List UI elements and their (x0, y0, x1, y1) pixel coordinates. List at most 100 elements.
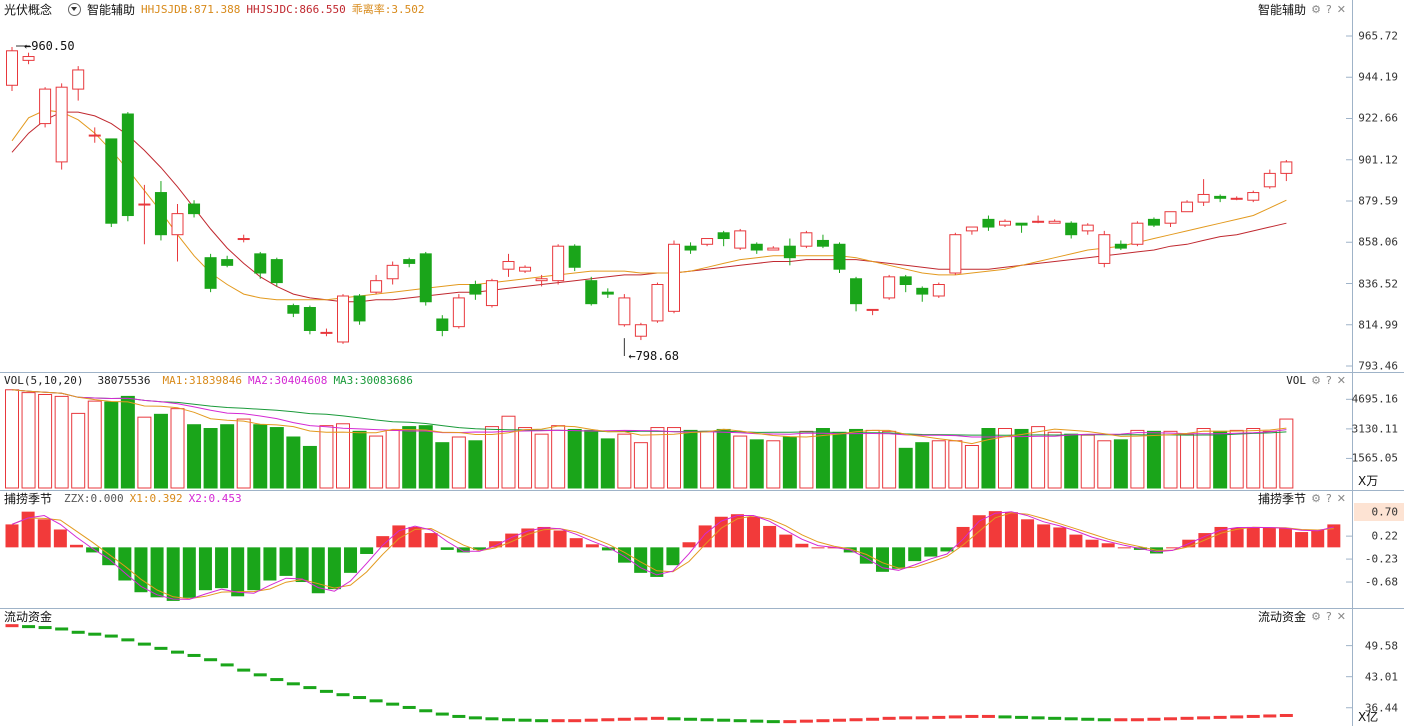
candle-body (999, 220, 1011, 226)
candle-body (502, 261, 515, 270)
catch-bar (747, 516, 761, 548)
flow-plot-area[interactable] (0, 608, 1353, 726)
price-tick-label: 922.66 (1358, 111, 1398, 125)
assist-label-right[interactable]: 智能辅助 (1258, 2, 1307, 17)
vol-ma3: MA3:30083686 (333, 373, 413, 387)
volume-bar (1014, 428, 1029, 489)
price-header-right: 智能辅助 ⚙ ? ✕ (1258, 1, 1346, 17)
catch-bar (892, 547, 906, 569)
volume-bar (286, 436, 301, 489)
volume-plot-area[interactable] (0, 372, 1353, 490)
candle-body (568, 245, 581, 268)
help-icon[interactable]: ? (1325, 373, 1332, 387)
candle (320, 328, 333, 337)
help-icon[interactable]: ? (1325, 2, 1332, 16)
candle-body (6, 50, 18, 86)
volume-bar (964, 445, 979, 489)
flow-dash (71, 630, 85, 634)
flow-dash (948, 715, 962, 719)
candle (188, 200, 201, 218)
price-plot-area[interactable]: ←960.50 ←798.68 (0, 0, 1353, 372)
candle (1147, 217, 1160, 228)
volume-bar (981, 428, 996, 489)
candle-body (965, 226, 978, 232)
catch-bar (1262, 527, 1276, 548)
assist-label[interactable]: 智能辅助 (87, 2, 136, 17)
gear-icon[interactable]: ⚙ (1311, 2, 1321, 16)
flow-dash (849, 718, 863, 722)
catch-bar (215, 547, 229, 589)
help-icon[interactable]: ? (1325, 491, 1332, 505)
catch-bar (1327, 524, 1341, 548)
catch-x1-line (11, 512, 1334, 600)
catch-axis: 0.22 -0.23 -0.68 0.70 (1352, 490, 1404, 608)
flow-header: 流动资金 (4, 608, 52, 624)
candle-body (485, 280, 498, 307)
volume-bar (120, 395, 135, 489)
catch-plot-area[interactable] (0, 490, 1353, 608)
catch-bar (1101, 543, 1115, 548)
gear-icon[interactable]: ⚙ (1311, 373, 1321, 387)
flow-dash (932, 715, 946, 719)
flow-dash (286, 682, 300, 686)
catch-tick-label: 0.22 (1371, 529, 1399, 543)
catch-bar (763, 525, 777, 548)
candle (783, 238, 796, 266)
volume-bar (1262, 430, 1277, 489)
candle (618, 294, 631, 327)
candle (88, 127, 101, 143)
catch-bar (53, 529, 67, 548)
candle-body (1214, 195, 1227, 199)
flow-dash (1164, 717, 1177, 721)
catch-bar (601, 547, 615, 551)
catch-bar (956, 526, 970, 548)
close-icon[interactable]: ✕ (1336, 491, 1346, 505)
catch-bar (344, 547, 358, 573)
volume-bar (319, 425, 334, 489)
volume-bar (799, 430, 814, 489)
ratio-value: 乖离率:3.502 (351, 3, 425, 16)
candle-body (601, 291, 614, 295)
candle (1181, 200, 1194, 213)
candle-body (154, 192, 167, 236)
catch-bar (1311, 529, 1325, 548)
catch-header: 捕捞季节 ZZX:0.000 X1:0.392 X2:0.453 (4, 490, 242, 506)
candle-body (668, 243, 680, 312)
vol-ma2: MA2:30404608 (247, 373, 328, 387)
catch-label-right[interactable]: 捕捞季节 (1258, 491, 1307, 506)
candle-body (701, 238, 714, 245)
close-icon[interactable]: ✕ (1336, 2, 1346, 16)
candle (370, 274, 383, 295)
candle-body (651, 284, 664, 322)
catch-bar (1037, 524, 1051, 548)
flow-dash (551, 719, 565, 723)
flow-dash (915, 716, 929, 720)
flow-dash (568, 719, 582, 723)
assist-dropdown-icon[interactable] (68, 2, 82, 16)
flow-label-right[interactable]: 流动资金 (1258, 609, 1307, 624)
volume-bar (1113, 439, 1128, 489)
flow-dash (733, 719, 747, 723)
flow-dash (584, 718, 598, 722)
volume-bar (518, 427, 533, 489)
volume-bar (302, 445, 317, 489)
candle-body (287, 305, 300, 314)
candle (916, 286, 929, 302)
flow-unit: X亿 (1358, 710, 1379, 724)
flow-dash (667, 717, 681, 721)
candle-body (734, 230, 747, 249)
vol-label-right[interactable]: VOL (1286, 373, 1307, 387)
candle-body (1032, 220, 1045, 223)
candle (171, 204, 184, 262)
close-icon[interactable]: ✕ (1336, 609, 1346, 623)
volume-bar (71, 412, 86, 489)
candle-body (105, 138, 118, 224)
flow-dash (1114, 718, 1128, 722)
help-icon[interactable]: ? (1325, 609, 1332, 623)
flow-dash (336, 693, 350, 697)
candle-body (254, 253, 267, 274)
candle (999, 219, 1011, 228)
gear-icon[interactable]: ⚙ (1311, 609, 1321, 623)
gear-icon[interactable]: ⚙ (1311, 491, 1321, 505)
close-icon[interactable]: ✕ (1336, 373, 1346, 387)
